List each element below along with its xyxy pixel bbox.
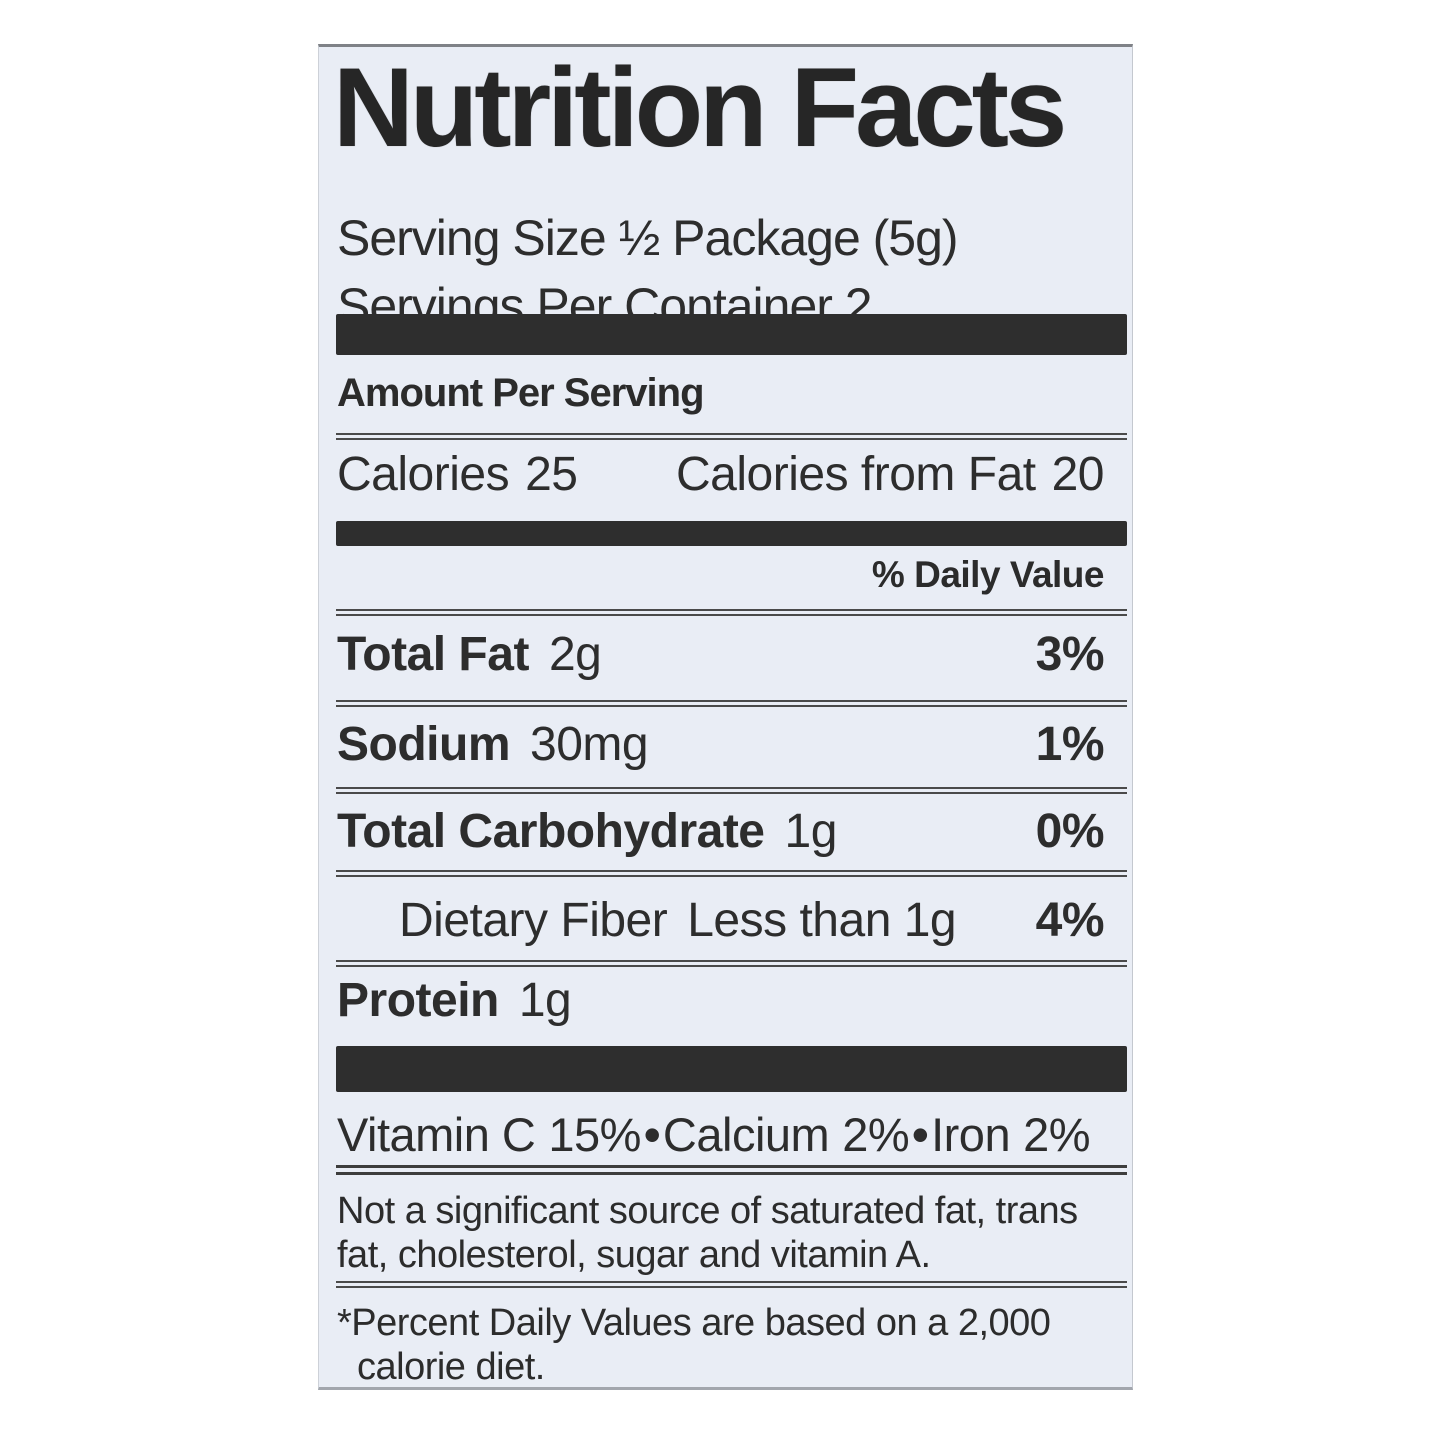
bullet-separator: • [643,1108,660,1161]
nutrient-amount: 1g [784,805,838,858]
micronutrient-daily-value: 2% [842,1108,910,1161]
micronutrient-daily-value: 2% [1023,1108,1091,1161]
nutrient-amount: 2g [548,628,602,681]
nutrient-row-protein: Protein 1g [337,973,1104,1028]
calories-label: Calories [337,448,510,501]
separator-line [336,700,1127,707]
thick-divider-bottom [336,1046,1127,1092]
separator-line [336,960,1127,967]
bullet-separator: • [912,1108,929,1161]
amount-per-serving-heading: Amount Per Serving [337,371,705,415]
nutrition-facts-label: Nutrition Facts Serving Size ½ Package (… [318,44,1133,1390]
calories-pair: Calories 25 [337,447,578,502]
calories-from-fat-value: 20 [1051,448,1105,501]
nutrient-amount: 30mg [530,718,649,771]
nutrient-row-total-carbohydrate: Total Carbohydrate 1g 0% [337,804,1105,859]
footnote-not-significant-source: Not a significant source of saturated fa… [337,1190,1078,1276]
nutrient-row-sodium: Sodium 30mg 1% [337,717,1105,772]
label-title: Nutrition Facts [333,45,1067,170]
separator-line [336,609,1127,616]
nutrient-name: Total Fat [337,628,529,681]
nutrient-daily-value: 4% [1035,894,1105,947]
micronutrient-daily-value: 15% [548,1108,641,1161]
micronutrient-calcium: Calcium 2% [662,1107,910,1162]
micronutrients-row: Vitamin C 15% • Calcium 2% • Iron 2% [337,1107,1104,1162]
thick-divider-top [336,314,1127,355]
nutrient-daily-value: 0% [1035,805,1105,858]
separator-line [336,1281,1127,1288]
calories-row: Calories 25 Calories from Fat 20 [337,447,1105,502]
separator-line [336,433,1127,440]
micronutrient-name: Vitamin C [337,1108,536,1161]
nutrient-row-dietary-fiber: Dietary Fiber Less than 1g 4% [337,893,1105,948]
micronutrient-name: Iron [931,1108,1011,1161]
nutrient-daily-value: 3% [1035,628,1105,681]
nutrient-daily-value: 1% [1035,718,1105,771]
separator-line-wide [336,1165,1127,1175]
nutrient-name: Total Carbohydrate [337,805,765,858]
nutrient-amount: 1g [518,974,572,1027]
nutrient-name: Dietary Fiber [399,894,668,947]
serving-size-line: Serving Size ½ Package (5g) [337,210,959,266]
micronutrient-iron: Iron 2% [931,1107,1090,1162]
calories-from-fat-label: Calories from Fat [676,448,1036,501]
medium-divider [336,521,1127,546]
calories-from-fat-pair: Calories from Fat 20 [676,447,1104,502]
nutrient-row-total-fat: Total Fat 2g 3% [337,627,1105,682]
daily-value-header: % Daily Value [871,554,1105,595]
separator-line [336,787,1127,794]
micronutrient-vitamin-c: Vitamin C 15% [337,1107,641,1162]
micronutrient-name: Calcium [662,1108,830,1161]
nutrient-name: Sodium [337,718,511,771]
calories-value: 25 [525,448,578,501]
nutrient-name: Protein [337,974,499,1027]
nutrient-amount: Less than 1g [687,894,957,947]
footnote-percent-daily-values: *Percent Daily Values are based on a 2,0… [337,1302,1051,1388]
separator-line [336,870,1127,877]
